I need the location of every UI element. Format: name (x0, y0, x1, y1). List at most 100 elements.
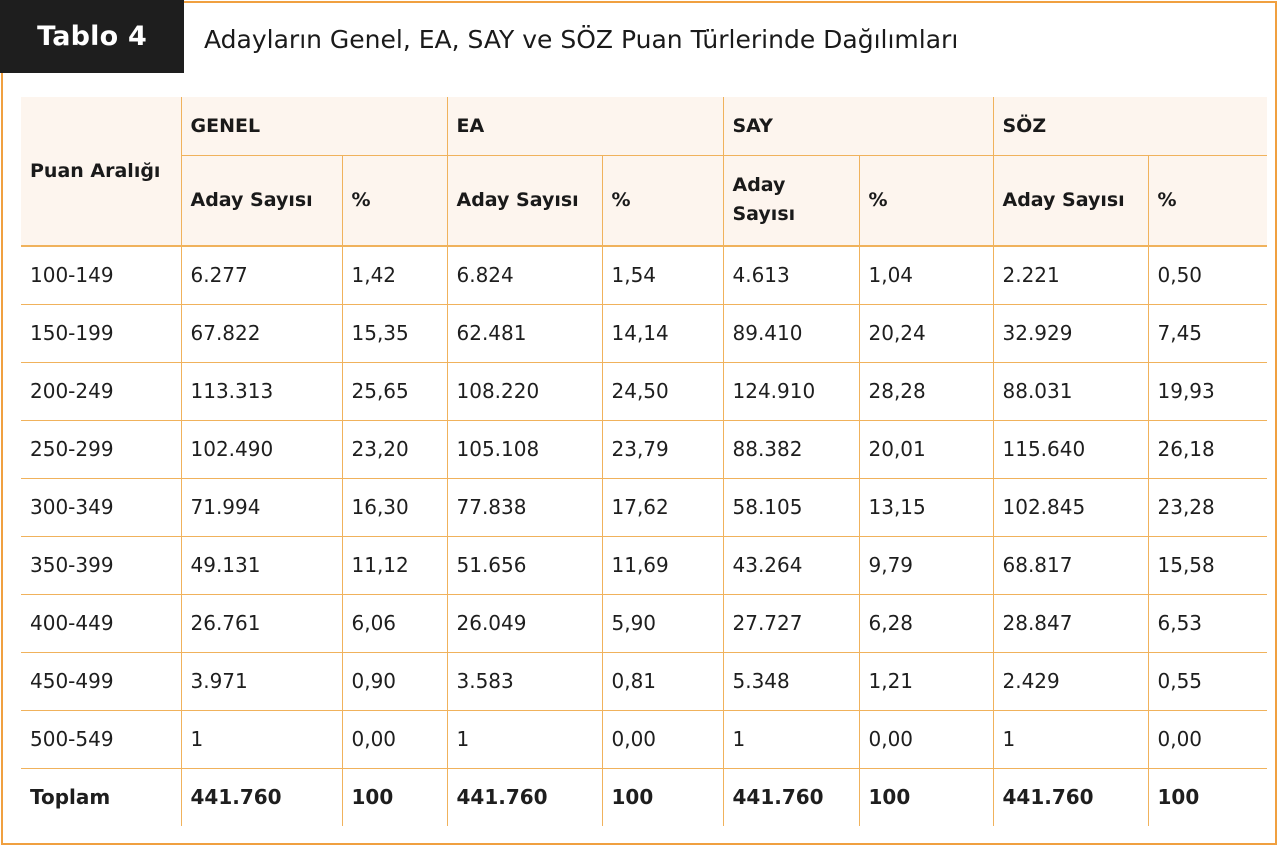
cell-score-range: 350-399 (21, 536, 182, 595)
cell-soz-count: 68.817 (993, 536, 1149, 595)
cell-soz-count: 28.847 (993, 594, 1149, 653)
cell-genel-count: 1 (181, 710, 343, 769)
table-title: Adayların Genel, EA, SAY ve SÖZ Puan Tür… (204, 25, 959, 54)
table-row: 200-249 113.313 25,65 108.220 24,50 124.910 28… (21, 362, 1267, 421)
cell-soz-count: 102.845 (993, 478, 1149, 537)
cell-genel-count: 6.277 (181, 246, 343, 305)
column-header-say-pct: % (859, 155, 994, 247)
group-header-genel: GENEL (181, 97, 448, 156)
cell-genel-count: 26.761 (181, 594, 343, 653)
cell-soz-pct: 7,45 (1148, 304, 1267, 363)
cell-say-pct: 20,01 (859, 420, 994, 479)
cell-ea-count: 3.583 (447, 652, 603, 711)
column-header-genel-count: Aday Sayısı (181, 155, 343, 247)
cell-say-pct: 20,24 (859, 304, 994, 363)
cell-genel-pct: 0,00 (342, 710, 448, 769)
cell-soz-pct: 23,28 (1148, 478, 1267, 537)
total-ea-pct: 100 (602, 768, 724, 826)
cell-ea-count: 1 (447, 710, 603, 769)
cell-soz-count: 88.031 (993, 362, 1149, 421)
table-row: 300-349 71.994 16,30 77.838 17,62 58.105 13,15… (21, 478, 1267, 537)
cell-soz-pct: 0,00 (1148, 710, 1267, 769)
cell-ea-count: 77.838 (447, 478, 603, 537)
cell-genel-count: 67.822 (181, 304, 343, 363)
cell-say-pct: 6,28 (859, 594, 994, 653)
cell-ea-pct: 0,00 (602, 710, 724, 769)
cell-genel-pct: 25,65 (342, 362, 448, 421)
cell-genel-count: 3.971 (181, 652, 343, 711)
cell-soz-count: 2.221 (993, 246, 1149, 305)
cell-genel-pct: 15,35 (342, 304, 448, 363)
cell-genel-pct: 6,06 (342, 594, 448, 653)
total-say-count: 441.760 (723, 768, 860, 826)
cell-say-pct: 13,15 (859, 478, 994, 537)
cell-score-range: 500-549 (21, 710, 182, 769)
cell-genel-pct: 23,20 (342, 420, 448, 479)
cell-soz-pct: 0,50 (1148, 246, 1267, 305)
total-say-pct: 100 (859, 768, 994, 826)
total-soz-count: 441.760 (993, 768, 1149, 826)
column-header-soz-pct: % (1148, 155, 1267, 247)
cell-say-count: 27.727 (723, 594, 860, 653)
cell-say-count: 5.348 (723, 652, 860, 711)
cell-score-range: 150-199 (21, 304, 182, 363)
cell-soz-pct: 15,58 (1148, 536, 1267, 595)
cell-genel-pct: 1,42 (342, 246, 448, 305)
column-header-soz-count: Aday Sayısı (993, 155, 1149, 247)
cell-score-range: 450-499 (21, 652, 182, 711)
header-row-subcolumns: Aday Sayısı % Aday Sayısı % Aday Sayısı … (21, 155, 1267, 247)
cell-soz-pct: 19,93 (1148, 362, 1267, 421)
cell-say-pct: 1,04 (859, 246, 994, 305)
table-body: 100-149 6.277 1,42 6.824 1,54 4.613 1,04 2.221 0… (21, 246, 1267, 826)
cell-ea-pct: 1,54 (602, 246, 724, 305)
cell-soz-pct: 26,18 (1148, 420, 1267, 479)
cell-genel-count: 102.490 (181, 420, 343, 479)
cell-soz-count: 115.640 (993, 420, 1149, 479)
table-row: 500-549 1 0,00 1 0,00 1 0,00 1 0,00 (21, 710, 1267, 769)
cell-genel-count: 113.313 (181, 362, 343, 421)
cell-say-count: 89.410 (723, 304, 860, 363)
cell-score-range: 100-149 (21, 246, 182, 305)
table-row: 450-499 3.971 0,90 3.583 0,81 5.348 1,21 2.429 0… (21, 652, 1267, 711)
table-row: 100-149 6.277 1,42 6.824 1,54 4.613 1,04 2.221 0… (21, 246, 1267, 305)
total-row: Toplam 441.760 100 441.760 100 441.760 100 441.… (21, 768, 1267, 826)
table-row: 150-199 67.822 15,35 62.481 14,14 89.410 20,24… (21, 304, 1267, 363)
cell-say-count: 1 (723, 710, 860, 769)
cell-ea-count: 62.481 (447, 304, 603, 363)
cell-soz-pct: 0,55 (1148, 652, 1267, 711)
table-row: 350-399 49.131 11,12 51.656 11,69 43.264 9,79 6… (21, 536, 1267, 595)
column-header-say-count: Aday Sayısı (723, 155, 860, 247)
cell-ea-pct: 0,81 (602, 652, 724, 711)
group-header-say: SAY (723, 97, 994, 156)
cell-say-pct: 1,21 (859, 652, 994, 711)
cell-score-range: 200-249 (21, 362, 182, 421)
cell-score-range: 250-299 (21, 420, 182, 479)
cell-say-count: 124.910 (723, 362, 860, 421)
cell-score-range: 300-349 (21, 478, 182, 537)
cell-ea-count: 6.824 (447, 246, 603, 305)
cell-say-count: 43.264 (723, 536, 860, 595)
cell-genel-count: 71.994 (181, 478, 343, 537)
total-genel-pct: 100 (342, 768, 448, 826)
cell-soz-count: 1 (993, 710, 1149, 769)
cell-ea-count: 51.656 (447, 536, 603, 595)
cell-genel-pct: 11,12 (342, 536, 448, 595)
cell-ea-pct: 17,62 (602, 478, 724, 537)
group-header-soz: SÖZ (993, 97, 1267, 156)
column-header-genel-pct: % (342, 155, 448, 247)
header-row-groups: Puan Aralığı GENEL EA SAY SÖZ (21, 97, 1267, 247)
table-row: 400-449 26.761 6,06 26.049 5,90 27.727 6,28 28.… (21, 594, 1267, 653)
cell-say-pct: 0,00 (859, 710, 994, 769)
group-header-ea: EA (447, 97, 724, 156)
cell-ea-count: 105.108 (447, 420, 603, 479)
table-number-tag: Tablo 4 (0, 0, 184, 73)
cell-say-pct: 9,79 (859, 536, 994, 595)
total-soz-pct: 100 (1157, 785, 1200, 810)
cell-ea-count: 108.220 (447, 362, 603, 421)
cell-ea-pct: 24,50 (602, 362, 724, 421)
cell-ea-count: 26.049 (447, 594, 603, 653)
cell-say-count: 4.613 (723, 246, 860, 305)
cell-genel-pct: 16,30 (342, 478, 448, 537)
cell-say-pct: 28,28 (859, 362, 994, 421)
